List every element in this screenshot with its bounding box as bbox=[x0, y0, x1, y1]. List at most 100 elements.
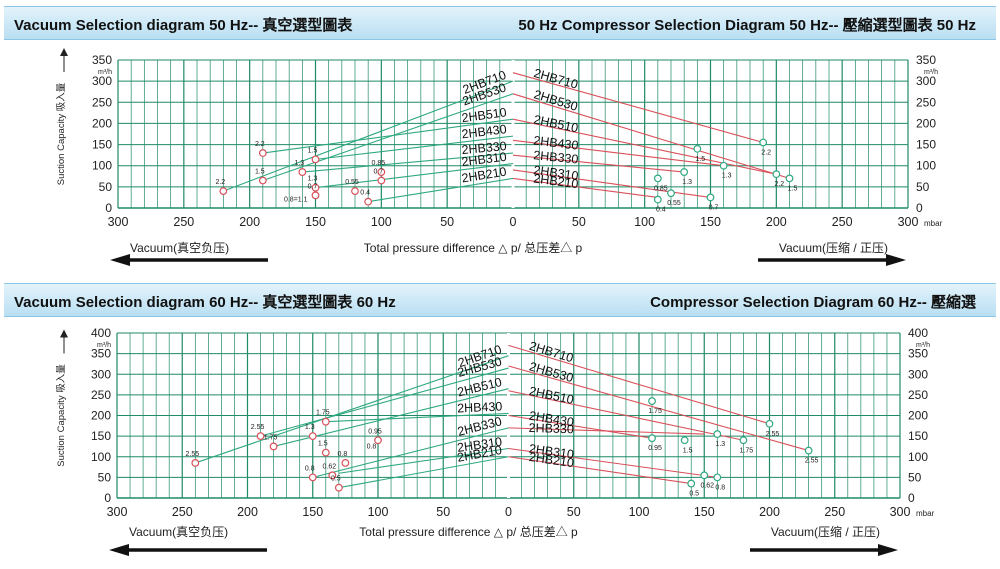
x-tick-label: 0 bbox=[510, 215, 517, 229]
compressor-point-label: 2.2 bbox=[761, 149, 771, 156]
compressor-point-marker bbox=[680, 168, 689, 176]
x-tick-label: 50 bbox=[440, 215, 454, 229]
compressor-series-label: 2HB210 bbox=[533, 171, 580, 191]
chart-banner-60hz: Vacuum Selection diagram 60 Hz-- 真空選型圖表 … bbox=[4, 283, 996, 317]
vacuum-point-label: 1.3 bbox=[305, 424, 315, 431]
y-tick-label-right: 100 bbox=[908, 450, 928, 464]
vacuum-point-label: 2.55 bbox=[251, 424, 265, 431]
y-tick-label-right: 250 bbox=[908, 388, 928, 402]
compressor-series-line bbox=[508, 344, 770, 425]
compressor-point-label: 0.55 bbox=[667, 200, 681, 207]
vacuum-series-line bbox=[260, 367, 509, 437]
vacuum-point-label: 0.4 bbox=[360, 190, 370, 197]
y-tick-label-left: 350 bbox=[92, 53, 112, 67]
y-tick-label-right: 150 bbox=[908, 429, 928, 443]
vacuum-point-label: 0.55 bbox=[345, 179, 359, 186]
compressor-series-line bbox=[508, 447, 718, 478]
compressor-point-label: 1.5 bbox=[788, 185, 798, 192]
x-axis-title: Total pressure difference △ p/ 总压差△ p bbox=[359, 525, 578, 539]
compressor-series-label: 2HB310 bbox=[533, 163, 580, 183]
unit-label-left: m³/h bbox=[98, 69, 112, 76]
y-tick-label-right: 300 bbox=[908, 367, 928, 381]
x-tick-label: 150 bbox=[302, 505, 323, 519]
chart-50hz: 0 0 50 50 100 100 150 150 200 200 250 250 300 300 350 3… bbox=[56, 48, 943, 266]
vacuum-title-60hz: Vacuum Selection diagram 60 Hz-- 真空選型圖表 … bbox=[14, 294, 396, 311]
x-tick-label: 250 bbox=[824, 505, 845, 519]
vacuum-point-label: 1.5 bbox=[308, 147, 318, 154]
compressor-point-label: 0.5 bbox=[689, 491, 699, 498]
compressor-series-label: 2HB310 bbox=[528, 442, 575, 462]
x-tick-label: 150 bbox=[694, 505, 715, 519]
vacuum-point-marker bbox=[308, 432, 317, 441]
compressor-point-label: 1.3 bbox=[682, 179, 692, 186]
x-unit-label: mbar bbox=[924, 219, 943, 228]
compressor-series-label: 2HB510 bbox=[528, 384, 575, 407]
x-axis-title: Total pressure difference △ p/ 总压差△ p bbox=[364, 241, 583, 255]
compressor-series-line bbox=[512, 139, 724, 167]
y-tick-label-right: 0 bbox=[908, 491, 915, 505]
compressor-point-marker bbox=[687, 479, 696, 488]
x-tick-label: 100 bbox=[368, 505, 389, 519]
vacuum-series-line bbox=[312, 427, 509, 478]
compressor-point-marker bbox=[739, 436, 748, 445]
vacuum-series-line bbox=[262, 118, 514, 154]
vacuum-series-line bbox=[223, 80, 514, 192]
vacuum-point-marker bbox=[377, 176, 386, 185]
x-tick-label: 150 bbox=[700, 215, 721, 229]
vacuum-series-line bbox=[315, 135, 514, 160]
compressor-point-marker bbox=[765, 419, 774, 428]
unit-label-left: m³/h bbox=[97, 342, 111, 349]
compressor-point-label: 1.5 bbox=[695, 156, 705, 163]
y-axis-title: Suction Capacity 吸入量 bbox=[56, 364, 67, 467]
y-tick-label-left: 250 bbox=[91, 388, 111, 402]
y-tick-label-left: 300 bbox=[91, 367, 111, 381]
y-tick-label-right: 350 bbox=[916, 53, 936, 67]
compressor-point-marker bbox=[713, 473, 722, 482]
vacuum-point-marker bbox=[308, 473, 317, 482]
compressor-point-marker bbox=[648, 397, 656, 405]
x-tick-label: 200 bbox=[766, 215, 787, 229]
compressor-series-line bbox=[508, 427, 705, 435]
unit-label-right: m³/h bbox=[916, 342, 930, 349]
y-tick-label-right: 400 bbox=[908, 326, 928, 340]
vacuum-point-label: 2.55 bbox=[185, 451, 199, 458]
y-tick-label-left: 100 bbox=[92, 159, 112, 173]
vacuum-point-label: 1.75 bbox=[264, 434, 278, 441]
compressor-point-label: 0.62 bbox=[700, 482, 714, 489]
y-tick-label-right: 300 bbox=[916, 74, 936, 88]
x-tick-label: 50 bbox=[567, 505, 581, 519]
vacuum-point-label: 1.3 bbox=[308, 176, 318, 183]
vacuum-point-marker bbox=[256, 432, 265, 441]
vacuum-point-label: 0.62 bbox=[323, 463, 337, 470]
vacuum-point-marker bbox=[341, 459, 350, 467]
x-tick-label: 200 bbox=[239, 215, 260, 229]
compressor-series-line bbox=[508, 390, 744, 441]
y-tick-label-right: 350 bbox=[908, 347, 928, 361]
point-annotation: 0.8 bbox=[367, 444, 377, 451]
vacuum-series-label: 2HB330 bbox=[461, 139, 507, 157]
vacuum-point-marker bbox=[374, 436, 382, 445]
point-annotation: 0.8=1.1 bbox=[284, 197, 308, 204]
compressor-point-label: 0.85 bbox=[654, 185, 668, 192]
y-tick-label-right: 50 bbox=[908, 470, 922, 484]
y-tick-label-left: 350 bbox=[91, 347, 111, 361]
vacuum-point-marker bbox=[219, 187, 228, 195]
y-tick-label-left: 150 bbox=[92, 138, 112, 152]
vacuum-point-marker bbox=[298, 168, 307, 176]
vacuum-series-label: 2HB510 bbox=[461, 105, 508, 125]
vacuum-point-marker bbox=[311, 183, 320, 192]
vacuum-point-label: 1.75 bbox=[316, 410, 330, 417]
compressor-series-line bbox=[512, 118, 777, 175]
compressor-series-label: 2HB330 bbox=[528, 421, 574, 436]
compressor-point-label: 2.2 bbox=[774, 181, 784, 188]
compressor-series-label: 2HB330 bbox=[533, 148, 579, 166]
x-tick-label: 250 bbox=[172, 505, 193, 519]
y-tick-label-left: 300 bbox=[92, 74, 112, 88]
vacuum-series-label: 2HB310 bbox=[456, 435, 503, 455]
compressor-point-marker bbox=[719, 161, 728, 170]
vacuum-point-label: 0.7 bbox=[373, 169, 383, 176]
compressor-point-label: 1.3 bbox=[722, 173, 732, 180]
y-tick-label-left: 400 bbox=[91, 326, 111, 340]
compressor-point-label: 0.7 bbox=[709, 204, 719, 211]
x-unit-label: mbar bbox=[916, 509, 935, 518]
